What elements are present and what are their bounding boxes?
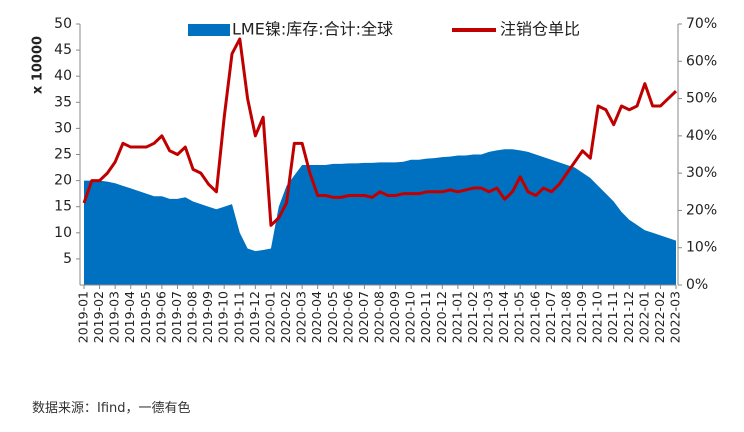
y2-tick-label: 40% bbox=[686, 128, 717, 144]
x-tick-label: 2019-05 bbox=[138, 291, 153, 343]
y2-tick-label: 30% bbox=[686, 165, 717, 181]
y2-tick-label: 70% bbox=[686, 16, 717, 32]
x-tick-label: 2021-07 bbox=[543, 291, 558, 343]
x-tick-label: 2020-11 bbox=[418, 291, 433, 343]
y-tick-label: 25 bbox=[54, 147, 72, 163]
y2-tick-label: 60% bbox=[686, 53, 717, 69]
x-tick-label: 2021-04 bbox=[496, 291, 511, 343]
y2-tick-label: 50% bbox=[686, 91, 717, 107]
x-tick-label: 2020-02 bbox=[278, 291, 293, 343]
source: 数据来源：Ifind，一德有色 bbox=[32, 400, 191, 416]
y-tick-label: 50 bbox=[54, 16, 72, 32]
x-tick-label: 2019-10 bbox=[216, 291, 231, 343]
x-tick-label: 2020-08 bbox=[372, 291, 387, 343]
x-tick-label: 2021-06 bbox=[527, 291, 542, 343]
x-tick-label: 2021-02 bbox=[465, 291, 480, 343]
y-tick-label: 10 bbox=[54, 225, 72, 241]
x-tick-label: 2020-09 bbox=[387, 291, 402, 343]
y-tick-label: 35 bbox=[54, 94, 72, 110]
x-tick-label: 2021-05 bbox=[512, 291, 527, 343]
legend-label: 注销仓单比 bbox=[500, 20, 580, 39]
x-tick-label: 2019-02 bbox=[91, 291, 106, 343]
x-tick-label: 2019-11 bbox=[231, 291, 246, 343]
y-tick-label: 20 bbox=[54, 173, 72, 189]
y2-tick-label: 10% bbox=[686, 240, 717, 256]
y-axis-label: x 10000 bbox=[31, 36, 46, 94]
x-tick-label: 2020-01 bbox=[262, 291, 277, 343]
x-tick-label: 2019-03 bbox=[107, 291, 122, 343]
x-tick-label: 2021-10 bbox=[590, 291, 605, 343]
x-tick-label: 2019-06 bbox=[153, 291, 168, 343]
x-tick-label: 2020-10 bbox=[403, 291, 418, 343]
y2-tick-label: 0% bbox=[686, 277, 708, 293]
x-tick-label: 2020-04 bbox=[309, 291, 324, 343]
x-tick-label: 2022-02 bbox=[652, 291, 667, 343]
y2-tick-label: 20% bbox=[686, 202, 717, 218]
x-tick-label: 2019-04 bbox=[122, 291, 137, 343]
x-tick-label: 2022-01 bbox=[636, 291, 651, 343]
x-tick-label: 2020-03 bbox=[294, 291, 309, 343]
x-tick-label: 2021-09 bbox=[574, 291, 589, 343]
x-tick-label: 2019-12 bbox=[247, 291, 262, 343]
area bbox=[84, 149, 676, 285]
y-tick-label: 15 bbox=[54, 199, 72, 215]
x-tick-label: 2019-01 bbox=[76, 291, 91, 343]
y-tick-label: 5 bbox=[63, 251, 72, 267]
x-tick-label: 2021-11 bbox=[605, 291, 620, 343]
y-tick-label: 30 bbox=[54, 120, 72, 136]
line bbox=[82, 37, 678, 227]
x-tick-label: 2019-07 bbox=[169, 291, 184, 343]
x-tick-label: 2021-01 bbox=[449, 291, 464, 343]
x-tick-label: 2022-03 bbox=[668, 291, 683, 343]
x-tick-label: 2019-08 bbox=[185, 291, 200, 343]
x-tick-label: 2019-09 bbox=[200, 291, 215, 343]
y-tick-label: 45 bbox=[54, 42, 72, 58]
x-tick-label: 2020-07 bbox=[356, 291, 371, 343]
y-tick-label: 40 bbox=[54, 68, 72, 84]
legend-swatch bbox=[188, 24, 230, 36]
x-tick-label: 2021-08 bbox=[558, 291, 573, 343]
x-tick-label: 2021-03 bbox=[481, 291, 496, 343]
x-tick-label: 2021-12 bbox=[621, 291, 636, 343]
x-tick-label: 2020-05 bbox=[325, 291, 340, 343]
x-tick-label: 2020-12 bbox=[434, 291, 449, 343]
legend-label: LME镍:库存:合计:全球 bbox=[232, 20, 393, 39]
x-tick-label: 2020-06 bbox=[340, 291, 355, 343]
